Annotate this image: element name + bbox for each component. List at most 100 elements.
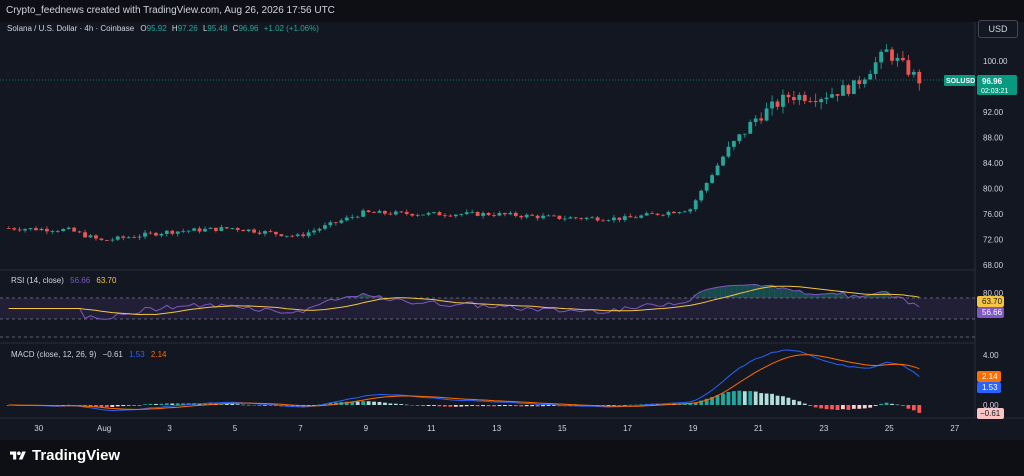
candle-body[interactable] — [115, 236, 120, 240]
candle-body[interactable] — [639, 215, 644, 218]
candle-body[interactable] — [497, 212, 502, 216]
candle-body[interactable] — [906, 60, 911, 75]
candle-body[interactable] — [443, 215, 447, 217]
candle-body[interactable] — [868, 73, 873, 80]
candle-body[interactable] — [453, 214, 458, 217]
candle-body[interactable] — [895, 57, 900, 61]
candle-body[interactable] — [61, 228, 66, 232]
candle-body[interactable] — [317, 228, 322, 231]
candle-body[interactable] — [666, 211, 671, 215]
candle-body[interactable] — [568, 217, 573, 219]
chart-canvas[interactable]: Solana / U.S. Dollar · 4h · Coinbase O95… — [0, 0, 1024, 440]
candle-body[interactable] — [628, 216, 633, 218]
candle-body[interactable] — [257, 232, 262, 234]
candle-body[interactable] — [246, 229, 251, 232]
candle-body[interactable] — [737, 134, 742, 142]
candle-body[interactable] — [819, 99, 824, 103]
candle-body[interactable] — [279, 234, 284, 237]
candle-body[interactable] — [770, 101, 774, 109]
candle-body[interactable] — [235, 228, 240, 230]
candle-body[interactable] — [786, 94, 791, 98]
candle-body[interactable] — [890, 49, 894, 61]
candle-body[interactable] — [94, 235, 98, 239]
candle-body[interactable] — [742, 133, 747, 135]
candle-body[interactable] — [530, 214, 535, 216]
candle-body[interactable] — [39, 228, 44, 231]
candle-body[interactable] — [361, 210, 366, 217]
candle-body[interactable] — [797, 94, 802, 101]
candle-body[interactable] — [710, 175, 714, 183]
candle-body[interactable] — [492, 215, 496, 216]
candle-body[interactable] — [295, 234, 300, 236]
candle-body[interactable] — [83, 232, 87, 238]
candle-body[interactable] — [753, 118, 758, 122]
candle-body[interactable] — [104, 240, 109, 241]
candle-body[interactable] — [224, 227, 229, 229]
candle-body[interactable] — [470, 211, 475, 213]
candle-body[interactable] — [601, 220, 605, 222]
rsi-ma-line[interactable] — [8, 285, 920, 316]
candle-body[interactable] — [699, 190, 704, 201]
macd-line[interactable] — [8, 349, 920, 412]
candle-body[interactable] — [208, 227, 213, 229]
candle-body[interactable] — [873, 62, 878, 74]
candle-body[interactable] — [704, 182, 709, 191]
candle-body[interactable] — [562, 218, 567, 220]
candle-body[interactable] — [339, 220, 344, 223]
candle-body[interactable] — [164, 230, 169, 234]
candle-body[interactable] — [388, 213, 393, 215]
candle-body[interactable] — [721, 156, 725, 166]
candle-body[interactable] — [481, 212, 485, 216]
candle-body[interactable] — [273, 231, 278, 235]
candle-body[interactable] — [802, 94, 807, 102]
candle-body[interactable] — [759, 118, 764, 121]
candle-body[interactable] — [328, 222, 333, 226]
candle-body[interactable] — [72, 227, 77, 232]
candle-body[interactable] — [879, 51, 884, 63]
candle-body[interactable] — [459, 214, 464, 215]
candle-body[interactable] — [306, 232, 311, 237]
candle-body[interactable] — [486, 212, 491, 216]
candle-body[interactable] — [590, 217, 595, 219]
candle-body[interactable] — [203, 228, 207, 232]
candle-body[interactable] — [186, 230, 191, 232]
candle-body[interactable] — [464, 212, 469, 215]
candle-body[interactable] — [579, 218, 584, 219]
candle-body[interactable] — [301, 234, 306, 237]
candle-body[interactable] — [55, 231, 60, 232]
candle-body[interactable] — [830, 94, 834, 98]
candle-body[interactable] — [241, 229, 246, 232]
candle-body[interactable] — [764, 108, 769, 121]
candle-body[interactable] — [541, 215, 545, 219]
candle-body[interactable] — [841, 85, 845, 96]
candle-body[interactable] — [110, 239, 115, 241]
candle-body[interactable] — [552, 215, 556, 217]
candle-body[interactable] — [372, 212, 376, 213]
candle-body[interactable] — [377, 210, 382, 213]
candle-body[interactable] — [622, 216, 627, 220]
candle-body[interactable] — [693, 200, 698, 210]
candle-body[interactable] — [808, 101, 813, 102]
candle-body[interactable] — [617, 217, 622, 220]
candle-body[interactable] — [34, 228, 38, 231]
candle-body[interactable] — [535, 215, 540, 219]
candle-body[interactable] — [23, 229, 27, 231]
candle-body[interactable] — [677, 212, 682, 214]
candle-body[interactable] — [284, 235, 289, 237]
candle-body[interactable] — [650, 213, 655, 215]
candle-body[interactable] — [383, 210, 387, 214]
candle-body[interactable] — [813, 101, 818, 103]
candle-body[interactable] — [312, 230, 316, 233]
candle-body[interactable] — [513, 212, 518, 217]
candle-body[interactable] — [661, 214, 665, 216]
candle-body[interactable] — [524, 214, 529, 218]
candle-body[interactable] — [399, 211, 404, 213]
candle-body[interactable] — [404, 211, 409, 214]
candle-body[interactable] — [323, 225, 327, 229]
candle-body[interactable] — [415, 214, 420, 216]
candle-body[interactable] — [421, 214, 426, 216]
candle-body[interactable] — [17, 229, 22, 231]
candle-body[interactable] — [66, 227, 71, 229]
candle-body[interactable] — [426, 212, 431, 215]
candle-body[interactable] — [672, 211, 676, 214]
